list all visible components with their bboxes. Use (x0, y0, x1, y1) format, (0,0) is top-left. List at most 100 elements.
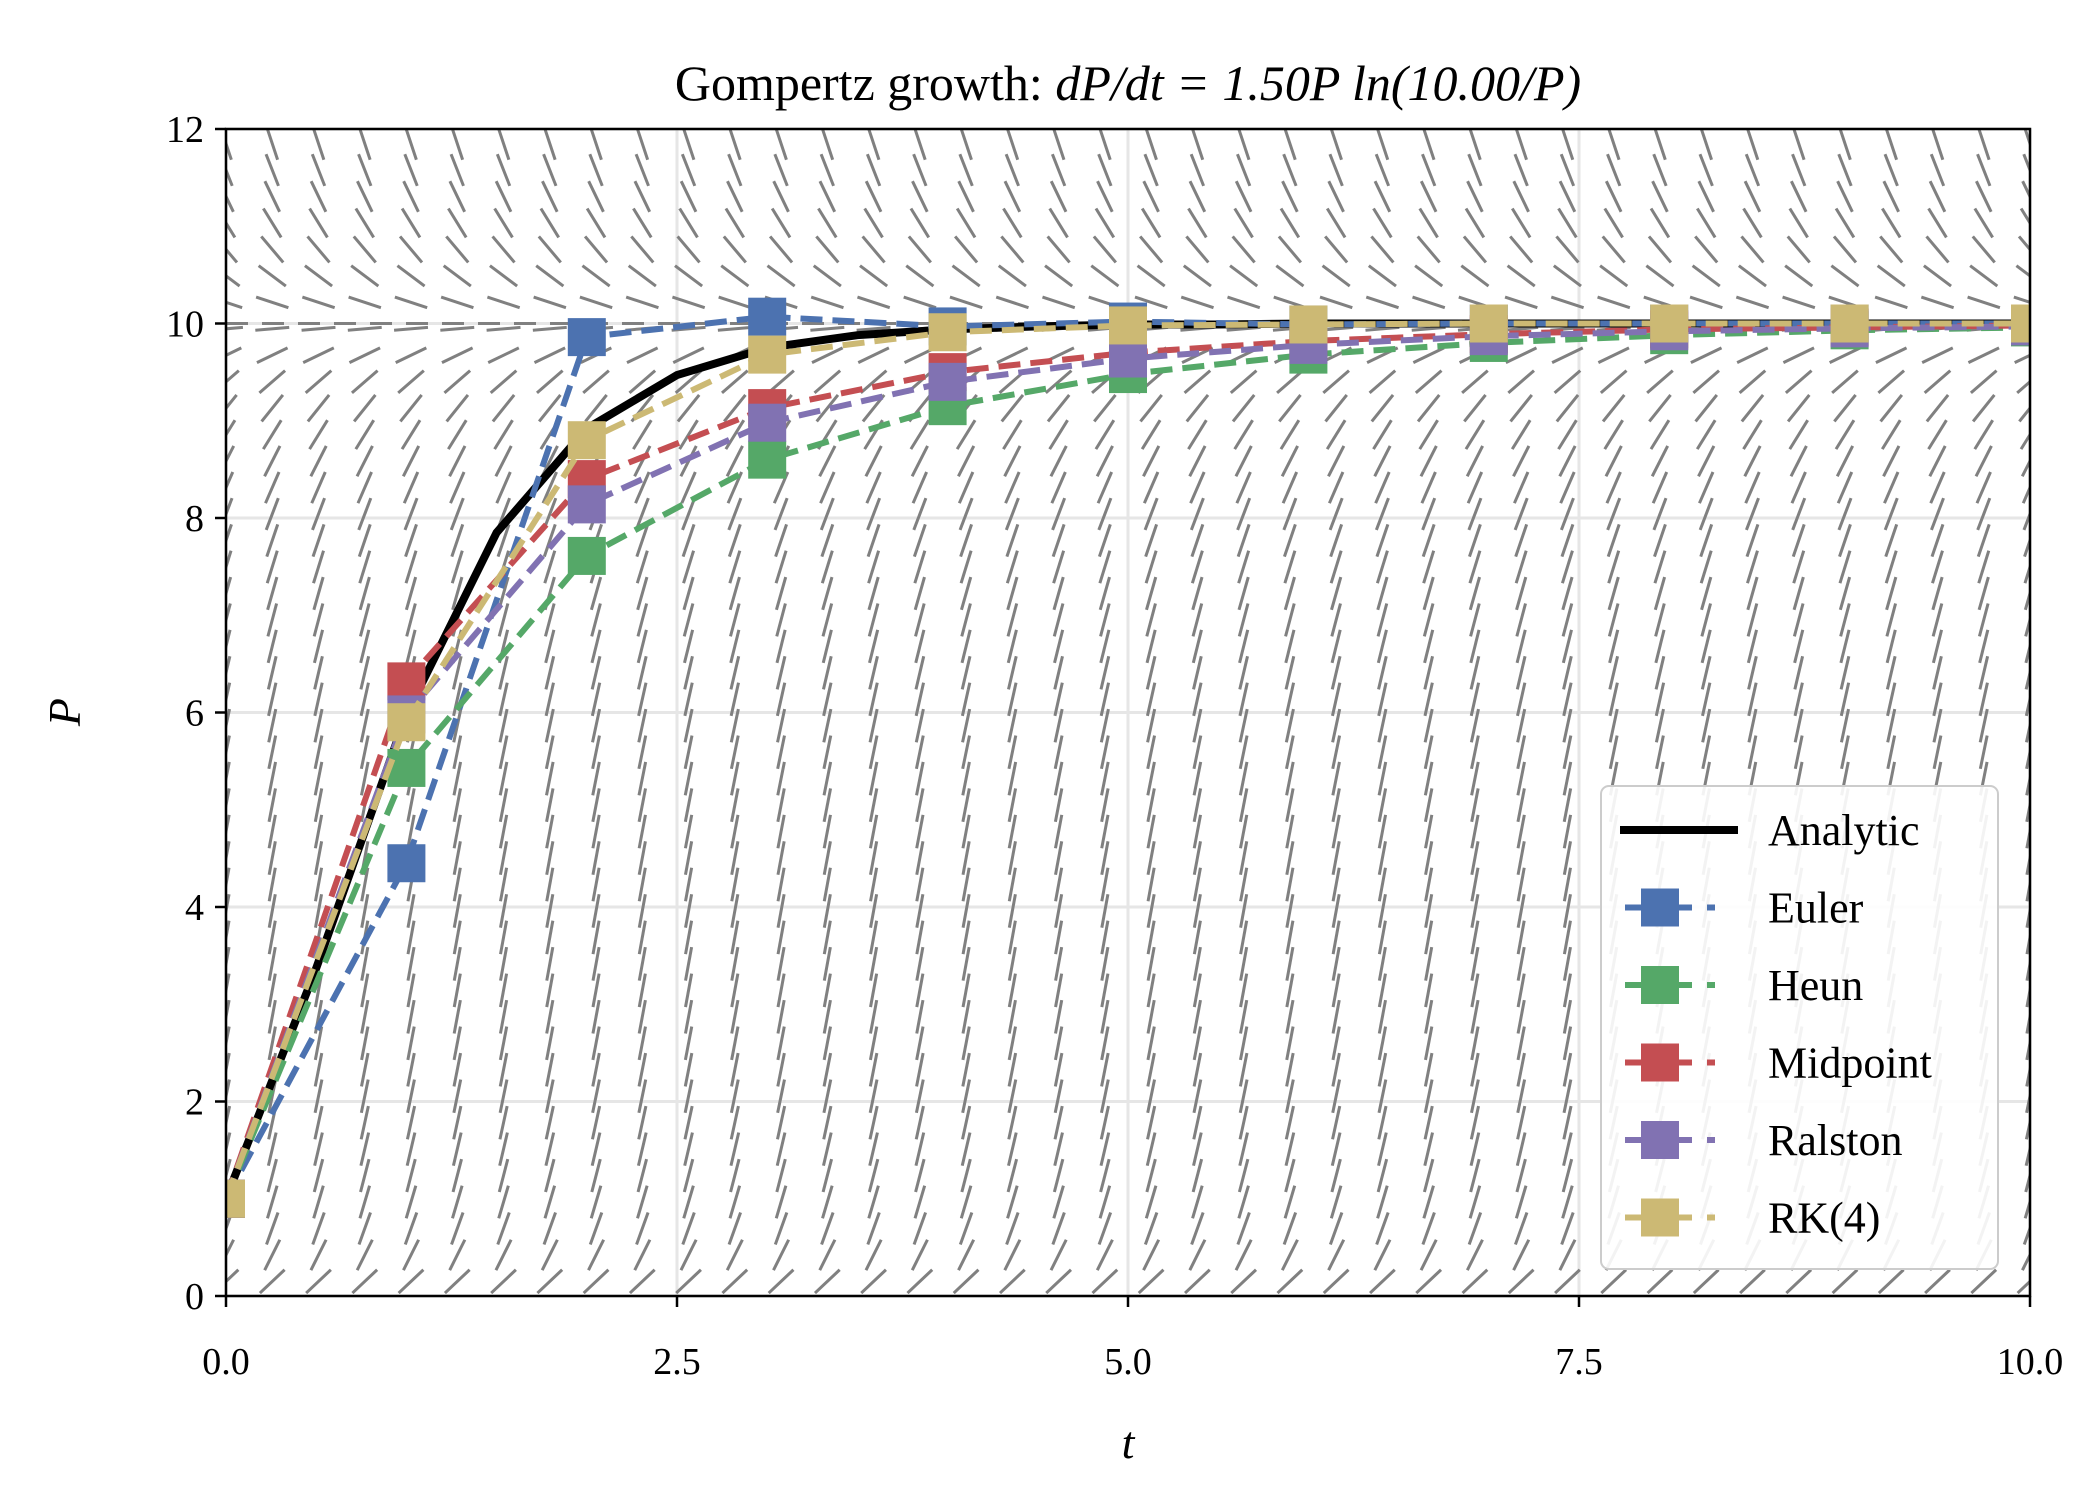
slope-segment (1376, 576, 1389, 611)
slope-segment (306, 393, 331, 423)
slope-segment (1422, 550, 1436, 584)
slope-segment (1516, 682, 1527, 717)
slope-segment (1237, 129, 1251, 161)
slope-segment (1054, 841, 1064, 876)
y-tick-label: 10 (166, 304, 204, 346)
slope-segment (1424, 946, 1434, 981)
slope-segment (1002, 207, 1023, 239)
slope-segment (347, 325, 382, 332)
slope-segment (1975, 180, 1993, 213)
slope-segment (1465, 1239, 1484, 1271)
slope-segment (1000, 235, 1025, 264)
slope-segment (1700, 603, 1712, 637)
slope-segment (1876, 264, 1906, 288)
slope-segment (313, 893, 324, 928)
slope-segment (1145, 682, 1157, 717)
slope-segment (915, 1026, 925, 1061)
slope-segment (729, 1079, 740, 1114)
slope-segment (1653, 129, 1667, 161)
chart-title: Gompertz growth: dP/dt = 1.50P ln(10.00/… (675, 55, 1581, 111)
slope-segment (1514, 550, 1528, 584)
slope-segment (1421, 523, 1436, 558)
slope-segment (1653, 550, 1667, 584)
slope-segment (1698, 497, 1714, 531)
slope-segment (545, 814, 555, 849)
slope-segment (1331, 920, 1341, 955)
slope-segment (822, 814, 832, 849)
slope-segment (776, 708, 787, 743)
slope-segment (1470, 867, 1480, 902)
slope-segment (729, 682, 740, 717)
slope-segment (1469, 682, 1481, 717)
legend-label: Midpoint (1768, 1039, 1932, 1088)
slope-segment (1146, 946, 1156, 981)
legend-entry: Midpoint (1625, 1039, 1932, 1088)
slope-segment (1886, 682, 1897, 717)
slope-segment (1097, 153, 1113, 187)
x-axis-label: t (1122, 1417, 1136, 1468)
slope-segment (1599, 369, 1628, 395)
slope-segment (912, 497, 928, 531)
slope-segment (535, 369, 564, 395)
slope-segment (497, 1185, 510, 1219)
slope-segment (913, 129, 927, 161)
slope-segment (1470, 841, 1480, 876)
slope-segment (1051, 1211, 1066, 1245)
slope-segment (1415, 1268, 1443, 1295)
slope-segment (452, 1105, 463, 1140)
slope-segment (1192, 761, 1203, 796)
slope-segment (1837, 497, 1853, 531)
slope-segment (1044, 264, 1074, 288)
slope-segment (1373, 1239, 1392, 1271)
slope-segment (313, 1079, 324, 1114)
slope-segment (226, 165, 234, 187)
slope-segment (1782, 295, 1816, 310)
slope-segment (776, 814, 786, 849)
slope-segment (822, 708, 833, 743)
slope-segment (634, 471, 651, 504)
data-point (567, 318, 606, 357)
slope-segment (1007, 1132, 1018, 1167)
slope-segment (1233, 419, 1254, 450)
slope-segment (2015, 264, 2030, 278)
slope-segment (583, 235, 609, 264)
slope-segment (1236, 1211, 1251, 1245)
slope-segment (866, 523, 881, 558)
slope-segment (1003, 445, 1022, 477)
slope-segment (1645, 264, 1675, 288)
slope-segment (591, 946, 601, 981)
slope-segment (498, 735, 509, 770)
slope-segment (405, 1158, 417, 1193)
slope-segment (1100, 999, 1110, 1034)
slope-segment (226, 471, 235, 492)
slope-segment (1921, 346, 1954, 365)
slope-segment (1792, 129, 1806, 161)
slope-segment (1146, 1079, 1157, 1114)
slope-segment (1376, 1185, 1389, 1219)
slope-segment (1468, 1185, 1482, 1219)
slope-segment (1054, 973, 1064, 1008)
slope-segment (1052, 1185, 1065, 1219)
slope-segment (406, 1026, 416, 1061)
slope-segment (591, 893, 601, 928)
slope-segment (1005, 1211, 1020, 1245)
slope-segment (450, 1211, 465, 1245)
slope-segment (1414, 264, 1444, 288)
slope-segment (683, 1052, 694, 1087)
slope-segment (537, 393, 562, 423)
slope-segment (869, 973, 879, 1008)
slope-segment (1183, 369, 1212, 395)
slope-segment (1192, 999, 1202, 1034)
slope-segment (637, 814, 647, 849)
slope-segment (906, 1268, 934, 1295)
slope-segment (2018, 405, 2030, 423)
slope-segment (1928, 445, 1947, 477)
slope-segment (267, 708, 278, 743)
slope-segment (1327, 180, 1345, 213)
slope-segment (867, 129, 881, 161)
slope-segment (1146, 788, 1156, 823)
slope-segment (357, 153, 373, 187)
slope-segment (776, 999, 786, 1034)
slope-segment (258, 369, 287, 395)
slope-segment (360, 893, 370, 928)
